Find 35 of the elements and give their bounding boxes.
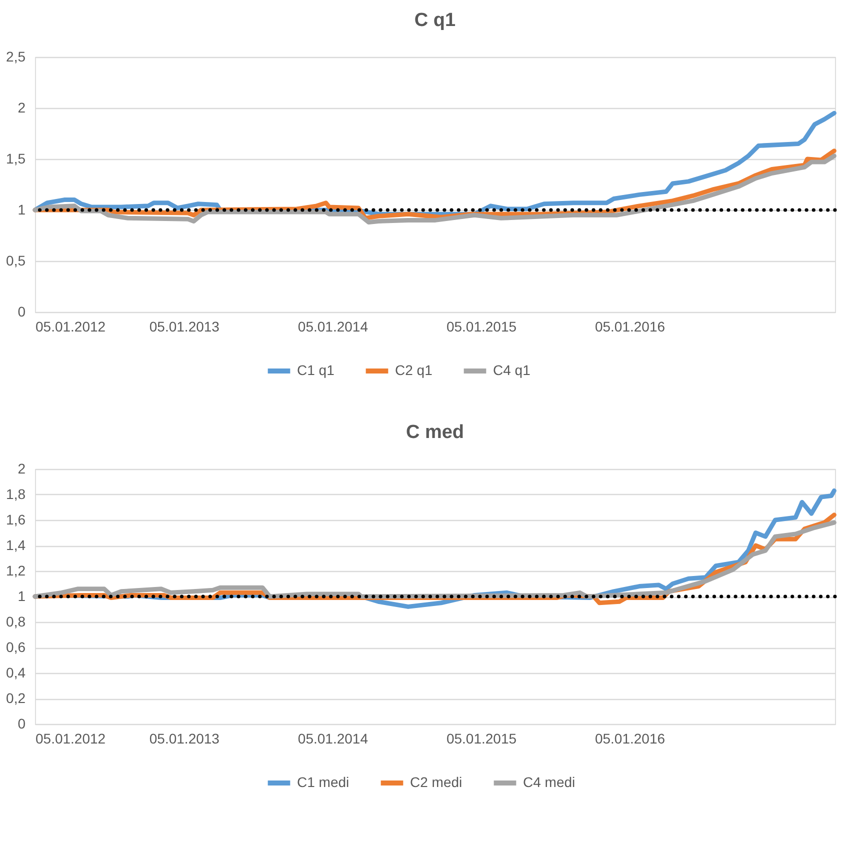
y-tick-label: 1 — [18, 588, 26, 604]
chart-title: C med — [406, 422, 464, 443]
x-tick-label: 05.01.2014 — [298, 730, 368, 746]
y-tick-label: 1 — [18, 202, 26, 218]
x-tick-label: 05.01.2015 — [446, 730, 517, 746]
legend-label: C1 q1 — [297, 362, 335, 378]
y-tick-label: 2,5 — [6, 48, 26, 64]
y-tick-label: 1,4 — [6, 537, 26, 553]
y-tick-label: 1,5 — [6, 150, 26, 166]
y-tick-label: 1,2 — [6, 562, 26, 578]
legend-label: C4 q1 — [493, 362, 531, 378]
legend-label: C1 medi — [297, 774, 350, 790]
chart-title: C q1 — [414, 10, 456, 31]
y-tick-label: 1,8 — [6, 486, 26, 502]
y-tick-label: 0,4 — [6, 664, 26, 680]
y-tick-label: 0 — [18, 304, 26, 320]
legend-label: C4 medi — [523, 774, 576, 790]
x-tick-label: 05.01.2012 — [36, 730, 106, 746]
y-tick-label: 0,2 — [6, 690, 26, 706]
x-tick-label: 05.01.2013 — [149, 730, 220, 746]
y-tick-label: 0,8 — [6, 614, 26, 630]
x-tick-label: 05.01.2016 — [594, 318, 666, 334]
x-tick-label: 05.01.2016 — [594, 730, 666, 746]
y-tick-label: 0 — [18, 716, 26, 732]
legend-label: C2 medi — [410, 774, 462, 790]
x-tick-label: 05.01.2012 — [36, 318, 106, 334]
x-tick-label: 05.01.2015 — [446, 318, 517, 334]
y-tick-label: 2 — [18, 100, 26, 116]
x-tick-label: 05.01.2014 — [298, 318, 368, 334]
y-tick-label: 0,6 — [6, 639, 26, 655]
x-tick-label: 05.01.2013 — [149, 318, 220, 334]
y-tick-label: 0,5 — [6, 252, 26, 268]
y-tick-label: 1,6 — [6, 512, 26, 528]
y-tick-label: 2 — [18, 460, 26, 476]
legend-label: C2 q1 — [395, 362, 433, 378]
